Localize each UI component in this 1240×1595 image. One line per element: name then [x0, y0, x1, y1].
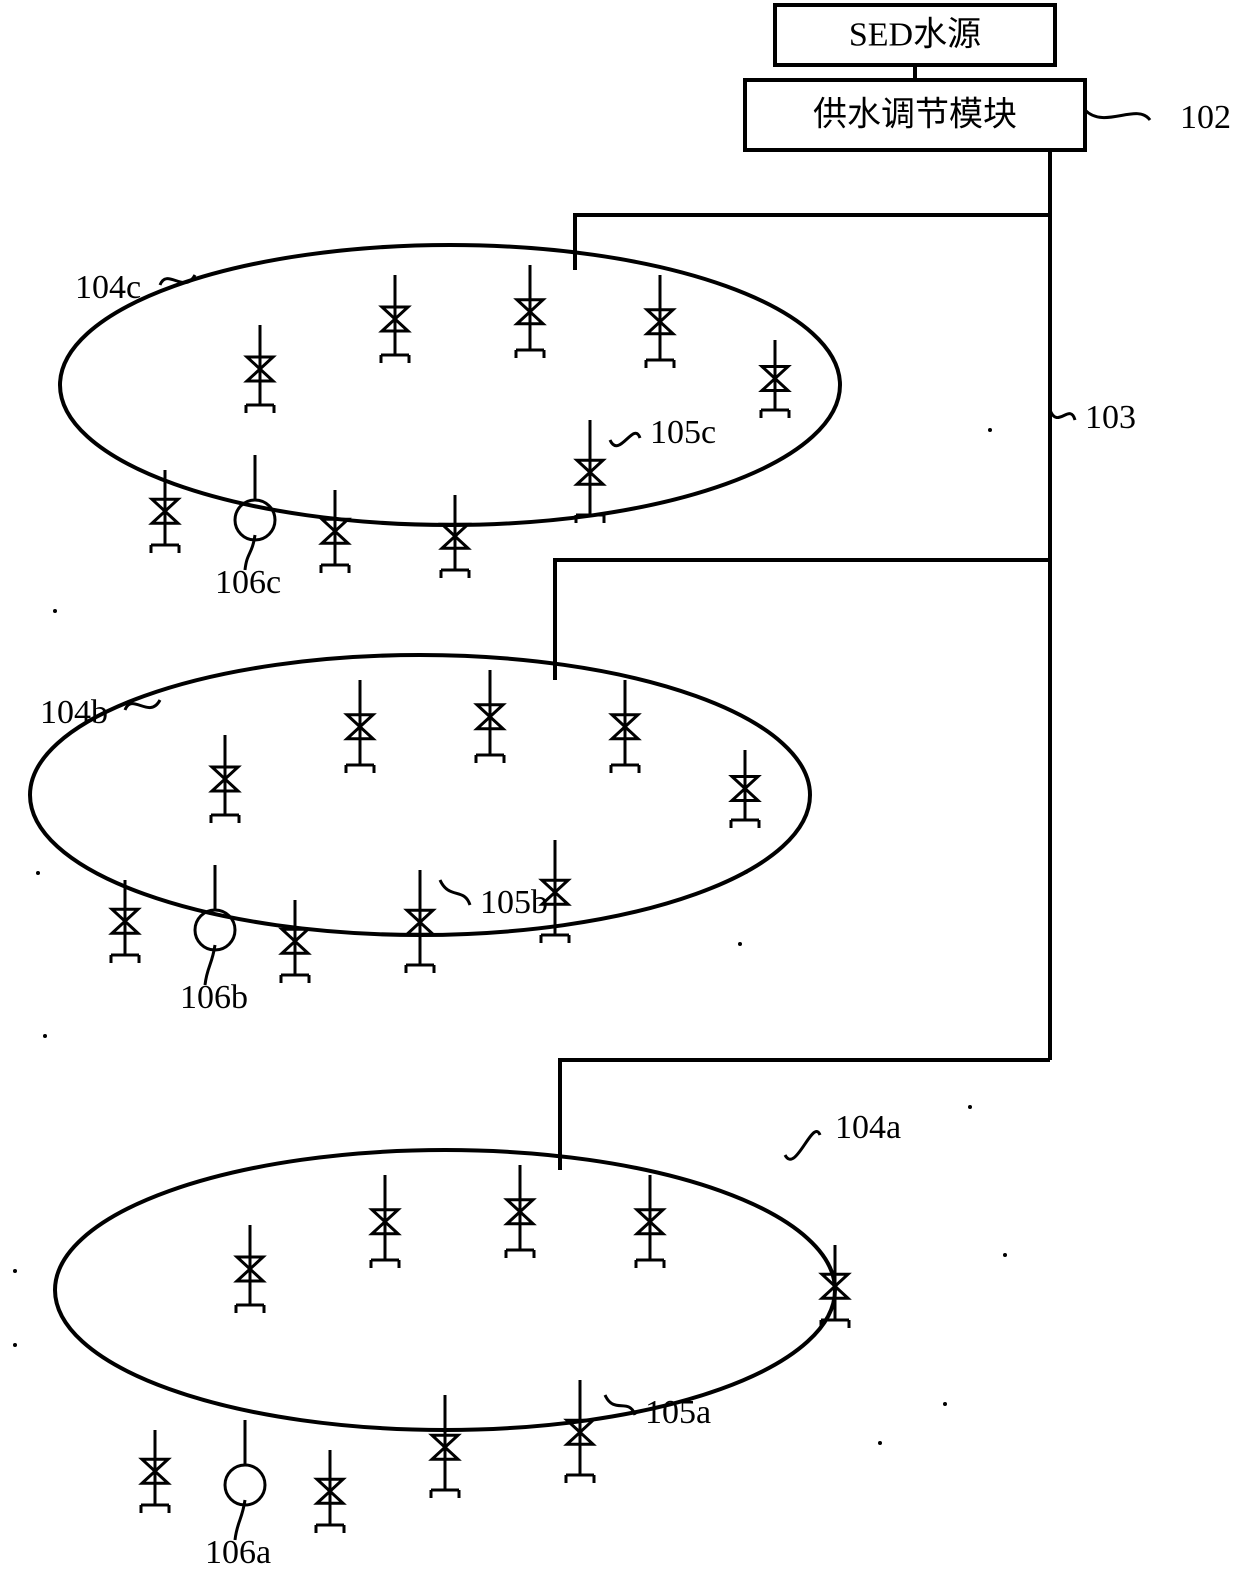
- valve-105c-4: [246, 325, 274, 413]
- annotation-102: 102: [1180, 99, 1231, 136]
- valve-105c-2: [646, 275, 674, 368]
- annotation-105b: 105b: [480, 884, 548, 921]
- ring-104c: [60, 245, 840, 525]
- water-supply-diagram: SED水源供水调节模块 102 103 104c 105c 106c 104b 105b 106…: [0, 0, 1240, 1590]
- valve-105b-4: [211, 735, 239, 823]
- leader-line: [785, 1131, 820, 1159]
- leader-line: [1050, 410, 1075, 420]
- sed_source-label: SED水源: [849, 17, 981, 54]
- branch-pipe-c: [575, 215, 1050, 270]
- valve-105c-8: [576, 420, 604, 523]
- valve-105a-8: [566, 1380, 594, 1483]
- valve-105c-6: [321, 490, 349, 573]
- valve-105b-7: [406, 870, 434, 973]
- valve-105b-1: [476, 670, 504, 763]
- speck: [988, 428, 992, 432]
- leader-line: [1085, 110, 1150, 120]
- annotation-104b: 104b: [40, 694, 108, 731]
- leader-line: [610, 433, 640, 446]
- annotation-106b: 106b: [180, 979, 248, 1016]
- valve-105a-5: [141, 1430, 169, 1513]
- water_module-label: 供水调节模块: [813, 96, 1017, 134]
- annotation-106a: 106a: [205, 1534, 271, 1571]
- annotation-106c: 106c: [215, 564, 281, 601]
- circle-106a: [225, 1465, 265, 1505]
- valve-105b-2: [611, 680, 639, 773]
- branch-pipe-a: [560, 1060, 1050, 1170]
- valve-105c-0: [381, 275, 409, 363]
- valve-105a-2: [636, 1175, 664, 1268]
- branch-pipe-b: [555, 560, 1050, 680]
- valve-105a-4: [236, 1225, 264, 1313]
- valve-105a-1: [506, 1165, 534, 1258]
- valve-105c-3: [761, 340, 789, 418]
- speck: [13, 1269, 17, 1273]
- speck: [943, 1402, 947, 1406]
- speck: [43, 1034, 47, 1038]
- speck: [13, 1343, 17, 1347]
- valve-105b-6: [281, 900, 309, 983]
- speck: [738, 942, 742, 946]
- annotation-103: 103: [1085, 399, 1136, 436]
- valve-105b-0: [346, 680, 374, 773]
- valve-105c-7: [441, 495, 469, 578]
- leader-line: [440, 880, 470, 905]
- speck: [744, 870, 748, 874]
- speck: [36, 871, 40, 875]
- valve-105a-7: [431, 1395, 459, 1498]
- speck: [53, 609, 57, 613]
- speck: [968, 1105, 972, 1109]
- annotation-105a: 105a: [645, 1394, 711, 1431]
- valve-105b-3: [731, 750, 759, 828]
- valve-105a-6: [316, 1450, 344, 1533]
- valve-105a-0: [371, 1175, 399, 1268]
- ring-104a: [55, 1150, 835, 1430]
- speck: [878, 1441, 882, 1445]
- annotation-104a: 104a: [835, 1109, 901, 1146]
- annotation-104c: 104c: [75, 269, 141, 306]
- annotation-105c: 105c: [650, 414, 716, 451]
- speck: [1003, 1253, 1007, 1257]
- valve-105c-1: [516, 265, 544, 358]
